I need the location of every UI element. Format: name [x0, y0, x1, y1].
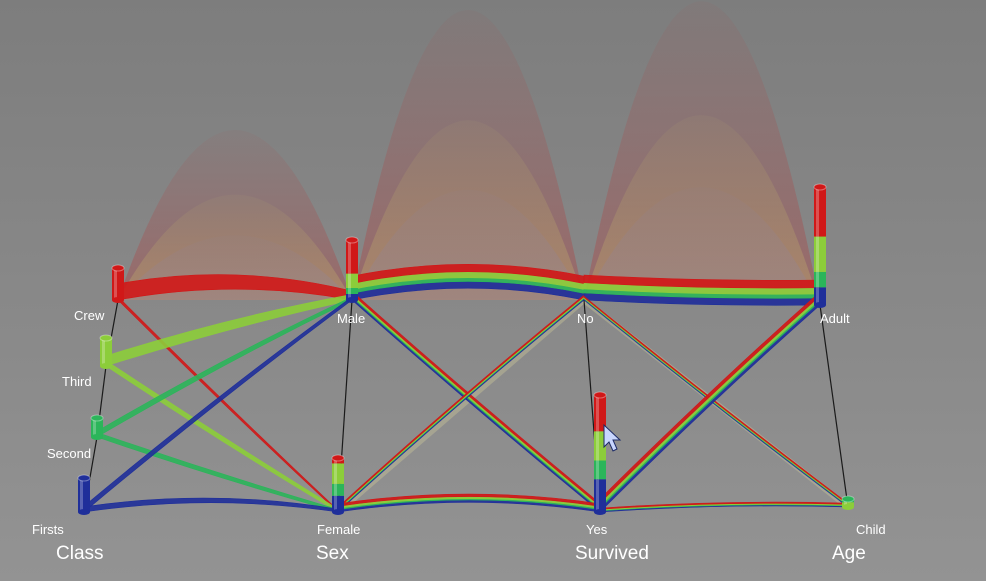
bar-firsts: [77, 474, 91, 515]
bar-segment-adult-firsts: [814, 287, 826, 305]
category-label-crew: Crew: [74, 308, 105, 323]
bar-segment-second-second: [91, 418, 103, 437]
bar-base-child: [842, 504, 854, 510]
bar-crew: [111, 264, 125, 303]
bar-segment-adult-third: [814, 236, 826, 272]
bar-highlight-yes-crew: [596, 395, 599, 432]
bar-highlight-female-third: [334, 463, 337, 484]
ghost-arc-no-adult: [584, 187, 820, 305]
bar-highlight-adult-third: [816, 236, 819, 272]
bar-cap-second: [90, 414, 104, 422]
bar-base-female: [332, 509, 344, 515]
bar-cap-third: [99, 334, 113, 342]
bar-base-third: [100, 363, 112, 369]
bar-yes: [593, 391, 607, 515]
axis-title-survived: Survived: [575, 543, 649, 564]
bar-base-male: [346, 297, 358, 303]
bar-cap-adult: [813, 183, 827, 191]
bar-highlight-adult-second: [816, 271, 819, 288]
bar-highlight-second-second: [93, 418, 96, 437]
bar-child: [841, 495, 855, 510]
category-label-third: Third: [62, 374, 92, 389]
bar-segment-adult-second: [814, 271, 826, 288]
category-label-second: Second: [47, 446, 91, 461]
bar-base-firsts: [78, 509, 90, 515]
category-label-adult: Adult: [820, 311, 850, 326]
bar-base-crew: [112, 297, 124, 303]
bar-segment-firsts-firsts: [78, 478, 90, 512]
bar-cap-male: [345, 236, 359, 244]
bar-segment-yes-second: [594, 460, 606, 480]
bar-segment-male-third: [346, 273, 358, 288]
bar-highlight-female-firsts: [334, 495, 337, 512]
bar-highlight-male-second: [348, 288, 351, 294]
bar-segment-crew-crew: [112, 268, 124, 300]
bar-cap-child: [841, 495, 855, 503]
axis-title-class: Class: [56, 543, 104, 564]
bar-segment-female-firsts: [332, 495, 344, 512]
bar-cap-female: [331, 454, 345, 462]
bar-female: [331, 454, 345, 515]
mouse-pointer-icon: [603, 423, 622, 452]
category-label-no: No: [577, 311, 594, 326]
bar-highlight-yes-second: [596, 460, 599, 480]
bar-segment-yes-crew: [594, 395, 606, 432]
category-label-female: Female: [317, 522, 360, 537]
bar-segment-male-crew: [346, 240, 358, 274]
bar-base-yes: [594, 509, 606, 515]
bar-segment-female-third: [332, 463, 344, 484]
bar-highlight-male-third: [348, 273, 351, 288]
bar-cap-firsts: [77, 474, 91, 482]
bar-highlight-adult-crew: [816, 187, 819, 237]
axis-title-sex: Sex: [316, 543, 349, 564]
bar-highlight-yes-firsts: [596, 479, 599, 512]
category-label-male: Male: [337, 311, 365, 326]
bar-cap-yes: [593, 391, 607, 399]
category-label-yes: Yes: [586, 522, 608, 537]
bar-highlight-male-crew: [348, 240, 351, 274]
bar-adult: [813, 183, 827, 308]
bar-segment-third-third: [100, 338, 112, 366]
axis-line-age-0: [819, 304, 849, 508]
bar-segment-yes-third: [594, 431, 606, 461]
bar-base-adult: [814, 302, 826, 308]
bar-highlight-crew-crew: [114, 268, 117, 300]
ghost-link-female-no: [336, 297, 586, 515]
bar-highlight-female-second: [334, 483, 337, 496]
bar-segment-yes-firsts: [594, 479, 606, 512]
bar-segment-male-second: [346, 288, 358, 294]
bar-third: [99, 334, 113, 369]
bar-second: [90, 414, 104, 440]
bar-base-second: [91, 434, 103, 440]
bar-highlight-adult-firsts: [816, 287, 819, 305]
category-label-firsts: Firsts: [32, 522, 64, 537]
axis-title-age: Age: [832, 543, 866, 564]
category-label-child: Child: [856, 522, 886, 537]
bar-highlight-male-firsts: [348, 294, 351, 300]
bar-highlight-third-third: [102, 338, 105, 366]
bar-segment-female-second: [332, 483, 344, 496]
bar-cap-crew: [111, 264, 125, 272]
bar-male: [345, 236, 359, 303]
bar-highlight-firsts-firsts: [80, 478, 83, 512]
bar-segment-adult-crew: [814, 187, 826, 237]
bar-highlight-yes-third: [596, 431, 599, 461]
